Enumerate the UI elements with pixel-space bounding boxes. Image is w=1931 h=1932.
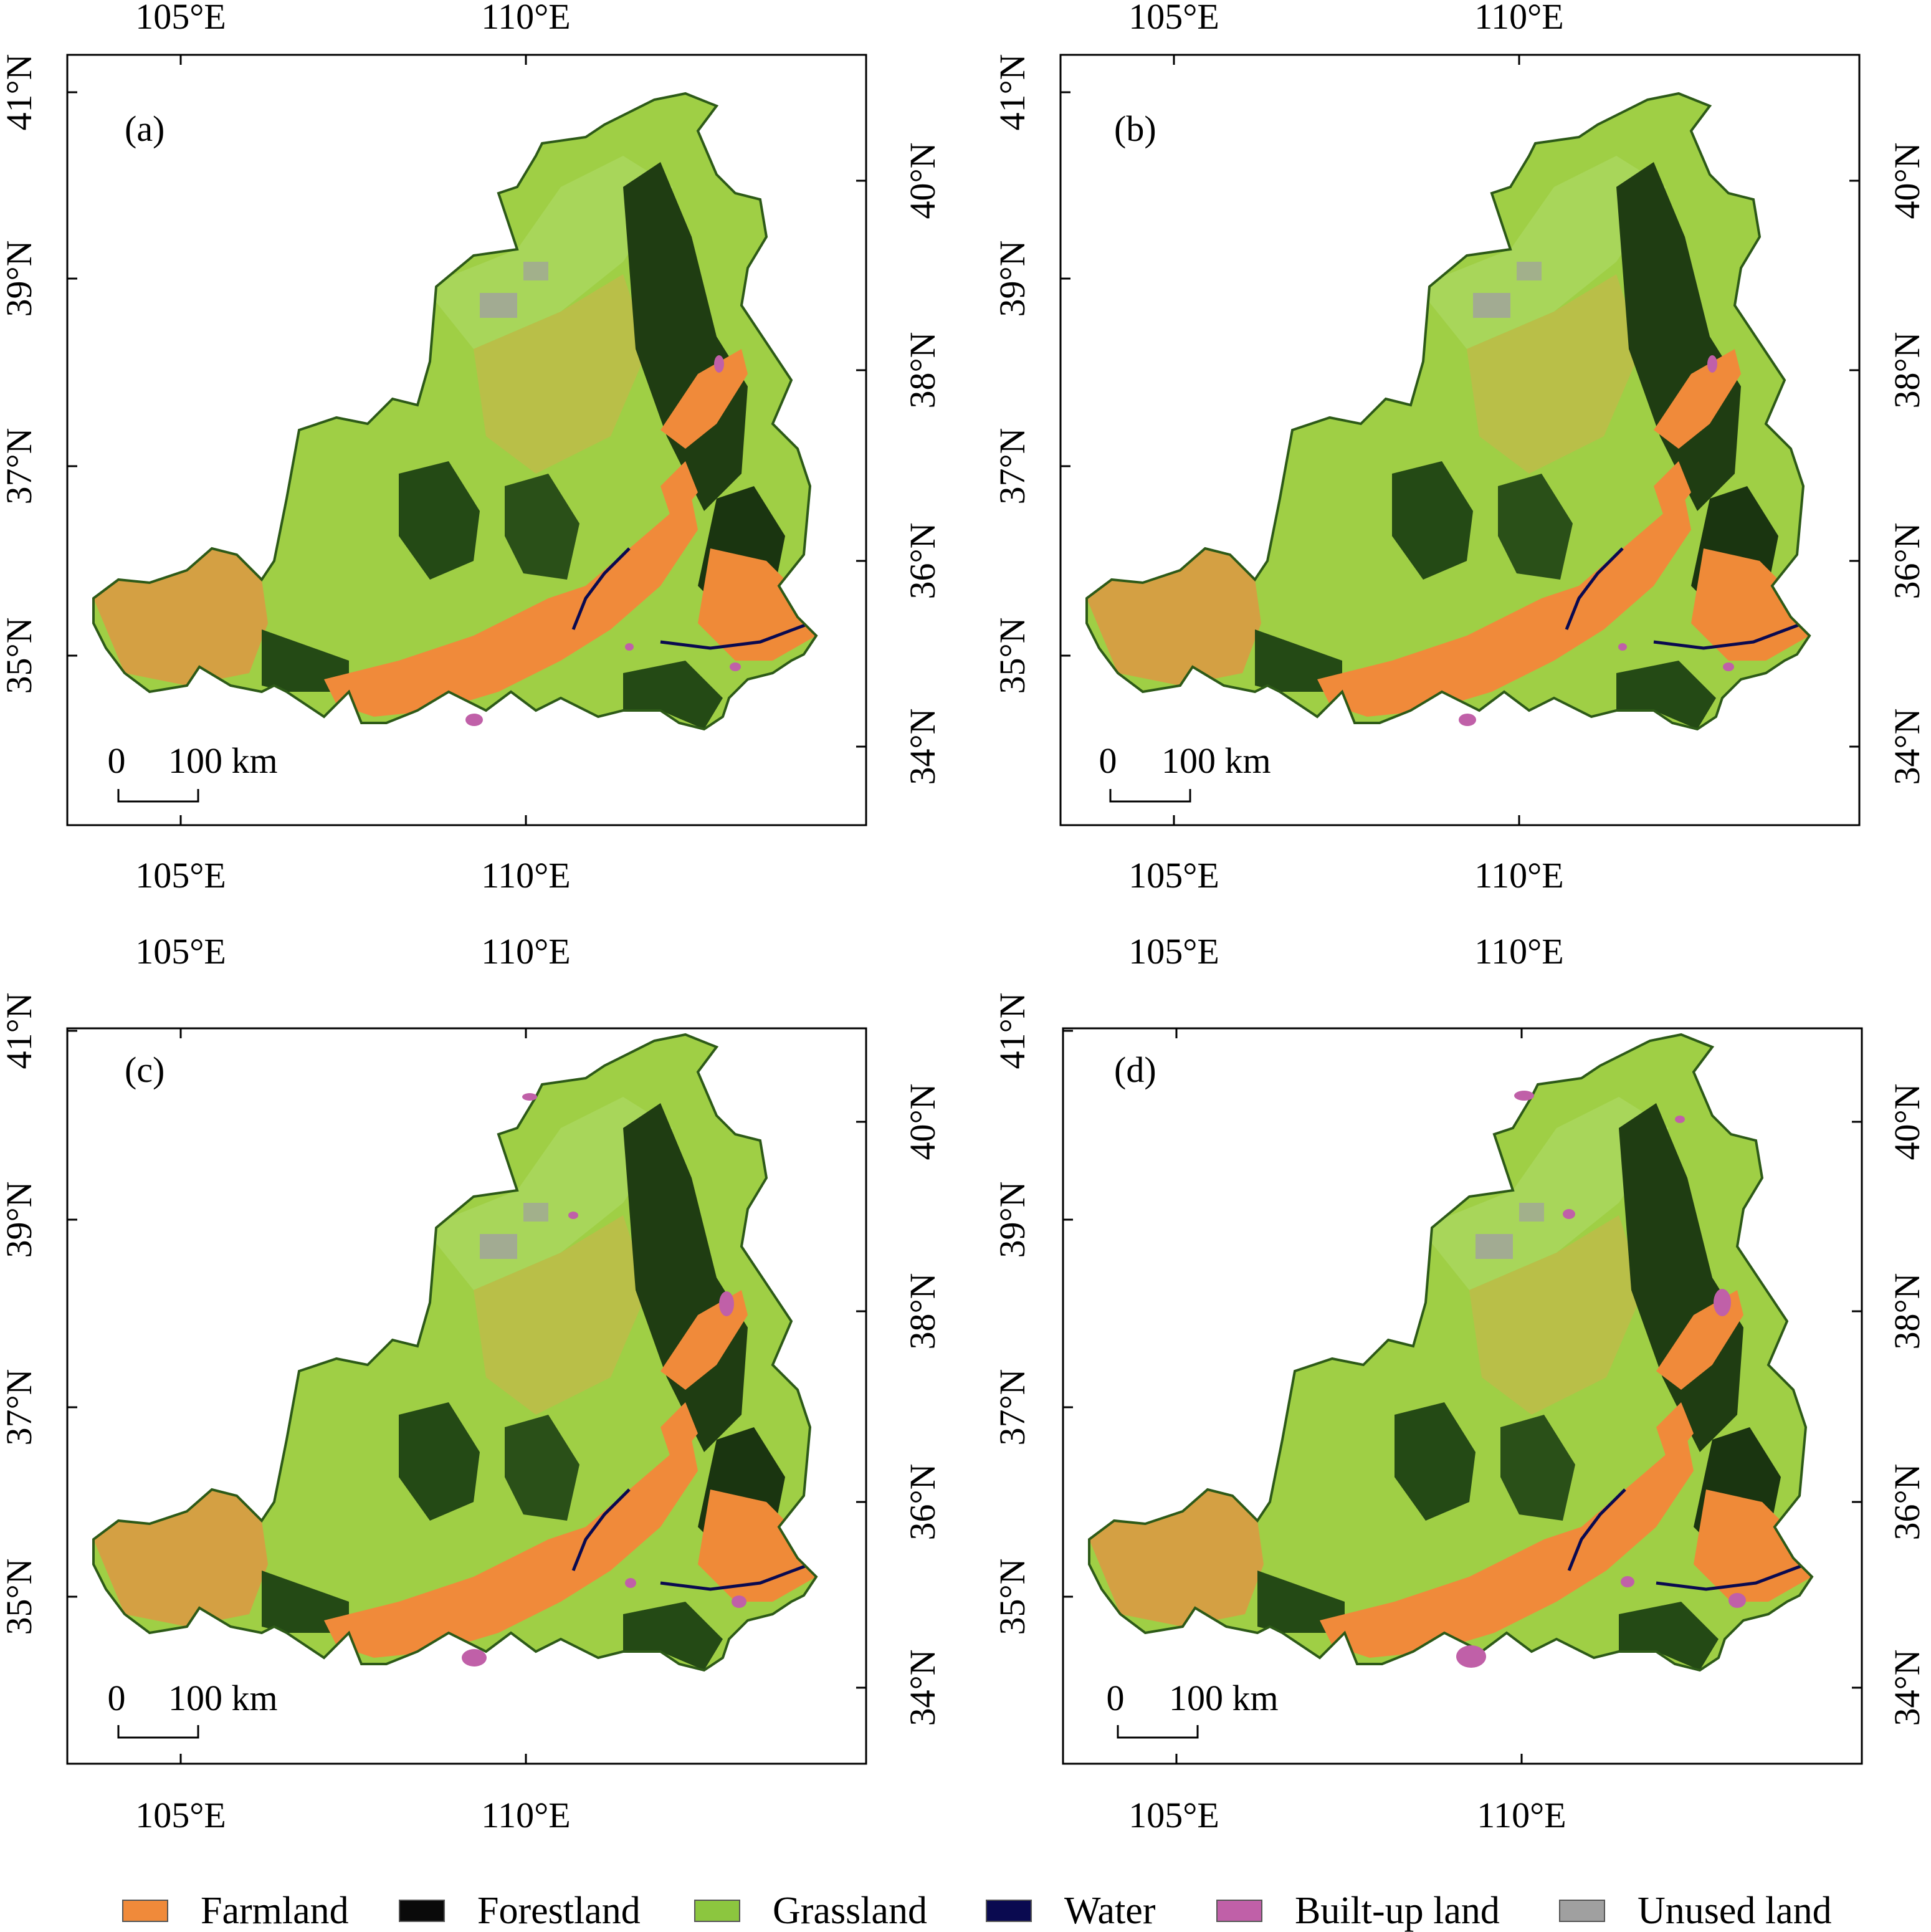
legend-swatch-unused-land <box>1559 1900 1605 1922</box>
panel-a-lat-left-37: 37°N <box>0 428 39 504</box>
legend: Farmland Forestland Grassland Water Buil… <box>0 1888 1931 1932</box>
panel-c-lat-right-38: 38°N <box>902 1273 943 1349</box>
panel-a-lat-right-34: 34°N <box>902 708 943 785</box>
panel-d-lat-right-40: 40°N <box>1887 1083 1927 1160</box>
legend-item-farmland: Farmland <box>122 1890 349 1932</box>
panel-a-scale-zero: 0 <box>108 740 126 781</box>
panel-c-lat-right-36: 36°N <box>902 1463 943 1540</box>
panel-b-label: (b) <box>1114 108 1156 149</box>
panel-a-lat-left-39: 39°N <box>0 240 39 317</box>
panel-c-label: (c) <box>125 1050 164 1090</box>
panel-a-lat-right-40: 40°N <box>902 142 943 219</box>
legend-item-grassland: Grassland <box>694 1890 927 1932</box>
panel-d-lat-left-41: 41°N <box>992 992 1032 1069</box>
panel-d: (d) 105°E 110°E 105°E 110°E 41°N 39°N 37… <box>992 931 1927 1835</box>
panel-b-scale-bar: 0 100 km <box>1099 740 1271 803</box>
legend-label-built-up-land: Built-up land <box>1295 1890 1500 1932</box>
panel-b-lat-right-40: 40°N <box>1887 142 1927 219</box>
panel-d-scale-bar: 0 100 km <box>1107 1678 1279 1739</box>
panel-c-built-up <box>462 1093 746 1667</box>
panel-d-lon-top-105: 105°E <box>1128 931 1219 972</box>
panel-d-built-up <box>1456 1091 1746 1668</box>
panel-c-lat-left-39: 39°N <box>0 1181 39 1258</box>
legend-swatch-water <box>986 1900 1032 1922</box>
panel-d-lon-bottom-105: 105°E <box>1128 1795 1219 1835</box>
panel-a-scale-bar: 0 100 km <box>108 740 278 803</box>
panel-a-lon-top-105: 105°E <box>135 0 226 37</box>
panel-b-lat-right-34: 34°N <box>1887 708 1927 785</box>
legend-label-water: Water <box>1064 1890 1156 1932</box>
panel-c-lon-top-110: 110°E <box>481 931 570 972</box>
panel-a-label: (a) <box>125 108 164 149</box>
panel-d-map <box>1083 1028 1818 1670</box>
panel-b-lon-top-110: 110°E <box>1474 0 1563 37</box>
panel-b-lat-left-35: 35°N <box>992 617 1032 694</box>
panel-a-lat-left-41: 41°N <box>0 54 39 130</box>
panel-b-lon-top-105: 105°E <box>1128 0 1219 37</box>
panel-d-lat-left-39: 39°N <box>992 1181 1032 1258</box>
panel-b-lat-right-38: 38°N <box>1887 332 1927 408</box>
panel-d-lon-top-110: 110°E <box>1474 931 1563 972</box>
panel-c: (c) 105°E 110°E 105°E 110°E 41°N 39°N 37… <box>0 931 943 1835</box>
panel-a-lat-right-36: 36°N <box>902 522 943 599</box>
legend-item-unused-land: Unused land <box>1559 1890 1832 1932</box>
panel-b-lat-right-36: 36°N <box>1887 522 1927 599</box>
panel-d-label: (d) <box>1114 1050 1156 1090</box>
panel-b-scale-zero: 0 <box>1099 740 1117 781</box>
panel-d-lat-left-37: 37°N <box>992 1369 1032 1445</box>
panel-c-lat-right-40: 40°N <box>902 1083 943 1160</box>
panel-b-lat-left-37: 37°N <box>992 428 1032 504</box>
panel-d-lat-left-35: 35°N <box>992 1558 1032 1635</box>
legend-item-built-up-land: Built-up land <box>1216 1890 1500 1932</box>
panel-d-scale-zero: 0 <box>1107 1678 1125 1718</box>
panel-a-scale-length: 100 km <box>168 740 278 781</box>
panel-c-scale-bar: 0 100 km <box>108 1678 278 1739</box>
panel-b-lat-left-41: 41°N <box>992 54 1032 130</box>
panel-b: (b) 105°E 110°E 105°E 110°E 41°N 39°N 37… <box>992 0 1927 896</box>
panel-c-lon-bottom-110: 110°E <box>481 1795 570 1835</box>
panel-a: (a) 105°E 110°E 105°E 110°E 41°N 39°N 37… <box>0 0 943 896</box>
panel-c-lat-left-37: 37°N <box>0 1369 39 1445</box>
panel-a-built-up <box>465 355 741 726</box>
panel-a-map <box>87 87 822 729</box>
panel-c-lon-top-105: 105°E <box>135 931 226 972</box>
legend-item-water: Water <box>986 1890 1156 1932</box>
panel-d-scale-length: 100 km <box>1169 1678 1279 1718</box>
legend-swatch-farmland <box>122 1900 168 1922</box>
legend-label-farmland: Farmland <box>201 1890 349 1932</box>
panel-a-lon-bottom-110: 110°E <box>481 855 570 896</box>
legend-item-forestland: Forestland <box>399 1890 641 1932</box>
legend-swatch-forestland <box>399 1900 445 1922</box>
panel-c-lat-right-34: 34°N <box>902 1649 943 1726</box>
panel-a-lat-right-38: 38°N <box>902 332 943 408</box>
legend-label-grassland: Grassland <box>773 1890 927 1932</box>
panel-d-lon-bottom-110: 110°E <box>1477 1795 1566 1835</box>
panel-a-lon-bottom-105: 105°E <box>135 855 226 896</box>
panel-c-lat-left-41: 41°N <box>0 992 39 1069</box>
panel-c-scale-length: 100 km <box>168 1678 278 1718</box>
panel-b-lon-bottom-110: 110°E <box>1474 855 1563 896</box>
panel-a-lat-left-35: 35°N <box>0 617 39 694</box>
panel-d-lat-right-38: 38°N <box>1887 1273 1927 1349</box>
legend-label-forestland: Forestland <box>477 1890 641 1932</box>
panel-b-built-up <box>1459 355 1734 726</box>
legend-swatch-built-up-land <box>1216 1900 1262 1922</box>
panel-c-lon-bottom-105: 105°E <box>135 1795 226 1835</box>
legend-label-unused-land: Unused land <box>1638 1890 1832 1932</box>
panel-b-lon-bottom-105: 105°E <box>1128 855 1219 896</box>
panel-c-scale-zero: 0 <box>108 1678 126 1718</box>
panel-b-map <box>1080 87 1816 729</box>
panel-c-lat-left-35: 35°N <box>0 1558 39 1635</box>
panel-d-lat-right-36: 36°N <box>1887 1463 1927 1540</box>
panel-d-lat-right-34: 34°N <box>1887 1649 1927 1726</box>
legend-swatch-grassland <box>694 1900 740 1922</box>
panel-b-scale-length: 100 km <box>1161 740 1271 781</box>
panel-c-map <box>87 1028 822 1670</box>
panel-a-lon-top-110: 110°E <box>481 0 570 37</box>
panel-b-lat-left-39: 39°N <box>992 240 1032 317</box>
